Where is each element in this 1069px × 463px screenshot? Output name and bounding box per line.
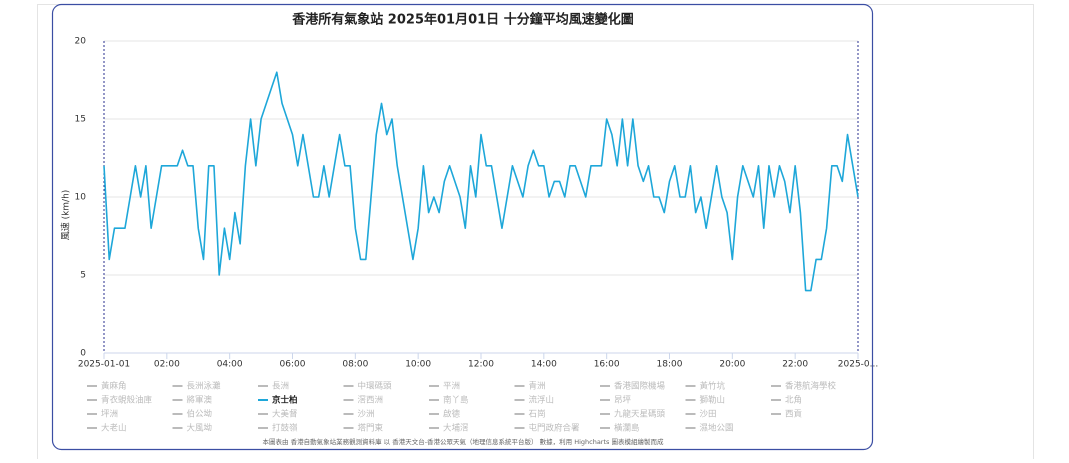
y-tick-label: 5 xyxy=(80,271,86,281)
legend-item[interactable]: 大美督 xyxy=(272,409,298,420)
legend-item[interactable]: 九龍天星碼頭 xyxy=(614,409,666,420)
y-tick-label: 20 xyxy=(75,37,87,47)
legend-item[interactable]: 獅勒山 xyxy=(700,395,726,406)
x-tick-label: 10:00 xyxy=(405,360,431,370)
x-tick-label: 04:00 xyxy=(217,360,243,370)
legend-item[interactable]: 流浮山 xyxy=(529,395,555,406)
chart-card xyxy=(51,3,874,451)
x-tick-label: 08:00 xyxy=(342,360,368,370)
legend-item[interactable]: 昂坪 xyxy=(614,396,632,406)
legend-item[interactable]: 濕地公園 xyxy=(700,423,734,434)
legend-item[interactable]: 屯門政府合署 xyxy=(529,423,581,434)
series-line xyxy=(103,71,859,292)
legend-item[interactable]: 橫瀾島 xyxy=(614,423,640,434)
legend-item[interactable]: 青衣蜆殼油庫 xyxy=(101,395,153,406)
legend-item[interactable]: 伯公坳 xyxy=(187,409,213,420)
legend-item[interactable]: 香港國際機場 xyxy=(614,381,666,392)
y-tick-label: 15 xyxy=(75,115,86,125)
x-tick-label: 2025-01-01 xyxy=(78,360,130,370)
legend-item[interactable]: 石崗 xyxy=(529,410,546,420)
y-axis-label: 風速 (km/h) xyxy=(61,190,72,241)
legend-item[interactable]: 啟德 xyxy=(443,409,461,420)
legend-item[interactable]: 京士柏 xyxy=(272,395,298,406)
legend-item[interactable]: 坪洲 xyxy=(101,410,118,420)
x-tick-label: 2025-0... xyxy=(838,360,878,370)
legend-item[interactable]: 打鼓嶺 xyxy=(272,423,298,434)
legend-item[interactable]: 滘西洲 xyxy=(358,396,384,406)
legend-item[interactable]: 大埔滘 xyxy=(443,423,469,434)
legend-item[interactable]: 沙洲 xyxy=(358,410,375,420)
legend-item[interactable]: 北角 xyxy=(785,395,802,406)
x-tick-label: 16:00 xyxy=(594,360,620,370)
x-tick-label: 22:00 xyxy=(782,360,808,370)
legend-item[interactable]: 塔門東 xyxy=(358,423,384,434)
chart-title: 香港所有氣象站 2025年01月01日 十分鐘平均風速變化圖 xyxy=(291,12,633,28)
legend-item[interactable]: 黃竹坑 xyxy=(700,381,726,392)
legend-item[interactable]: 黃麻角 xyxy=(101,381,127,392)
legend-item[interactable]: 西貢 xyxy=(785,410,803,420)
legend-item[interactable]: 將軍澳 xyxy=(187,395,213,406)
legend-item[interactable]: 平洲 xyxy=(443,382,460,392)
legend-item[interactable]: 南丫島 xyxy=(443,395,469,406)
legend-item[interactable]: 沙田 xyxy=(700,410,717,420)
x-tick-label: 14:00 xyxy=(531,360,557,370)
legend-item[interactable]: 長洲泳灘 xyxy=(187,381,222,392)
legend-item[interactable]: 大老山 xyxy=(101,423,127,434)
y-tick-label: 0 xyxy=(80,349,86,359)
legend-item[interactable]: 長洲 xyxy=(272,382,289,392)
legend-item[interactable]: 香港航海學校 xyxy=(785,381,837,392)
x-tick-label: 18:00 xyxy=(657,360,683,370)
legend-item[interactable]: 青洲 xyxy=(529,381,546,392)
x-tick-label: 20:00 xyxy=(719,360,745,370)
x-tick-label: 02:00 xyxy=(154,360,180,370)
y-tick-label: 10 xyxy=(75,193,87,203)
legend-item[interactable]: 大風坳 xyxy=(187,423,213,434)
x-tick-label: 06:00 xyxy=(280,360,306,370)
credit: 本圖表由 香港自動氣象站業務觀測資料庫 以 香港天文台-香港公眾天氣（地理信息系… xyxy=(263,437,664,446)
legend-item[interactable]: 中環碼頭 xyxy=(358,381,393,392)
x-tick-label: 12:00 xyxy=(468,360,494,370)
